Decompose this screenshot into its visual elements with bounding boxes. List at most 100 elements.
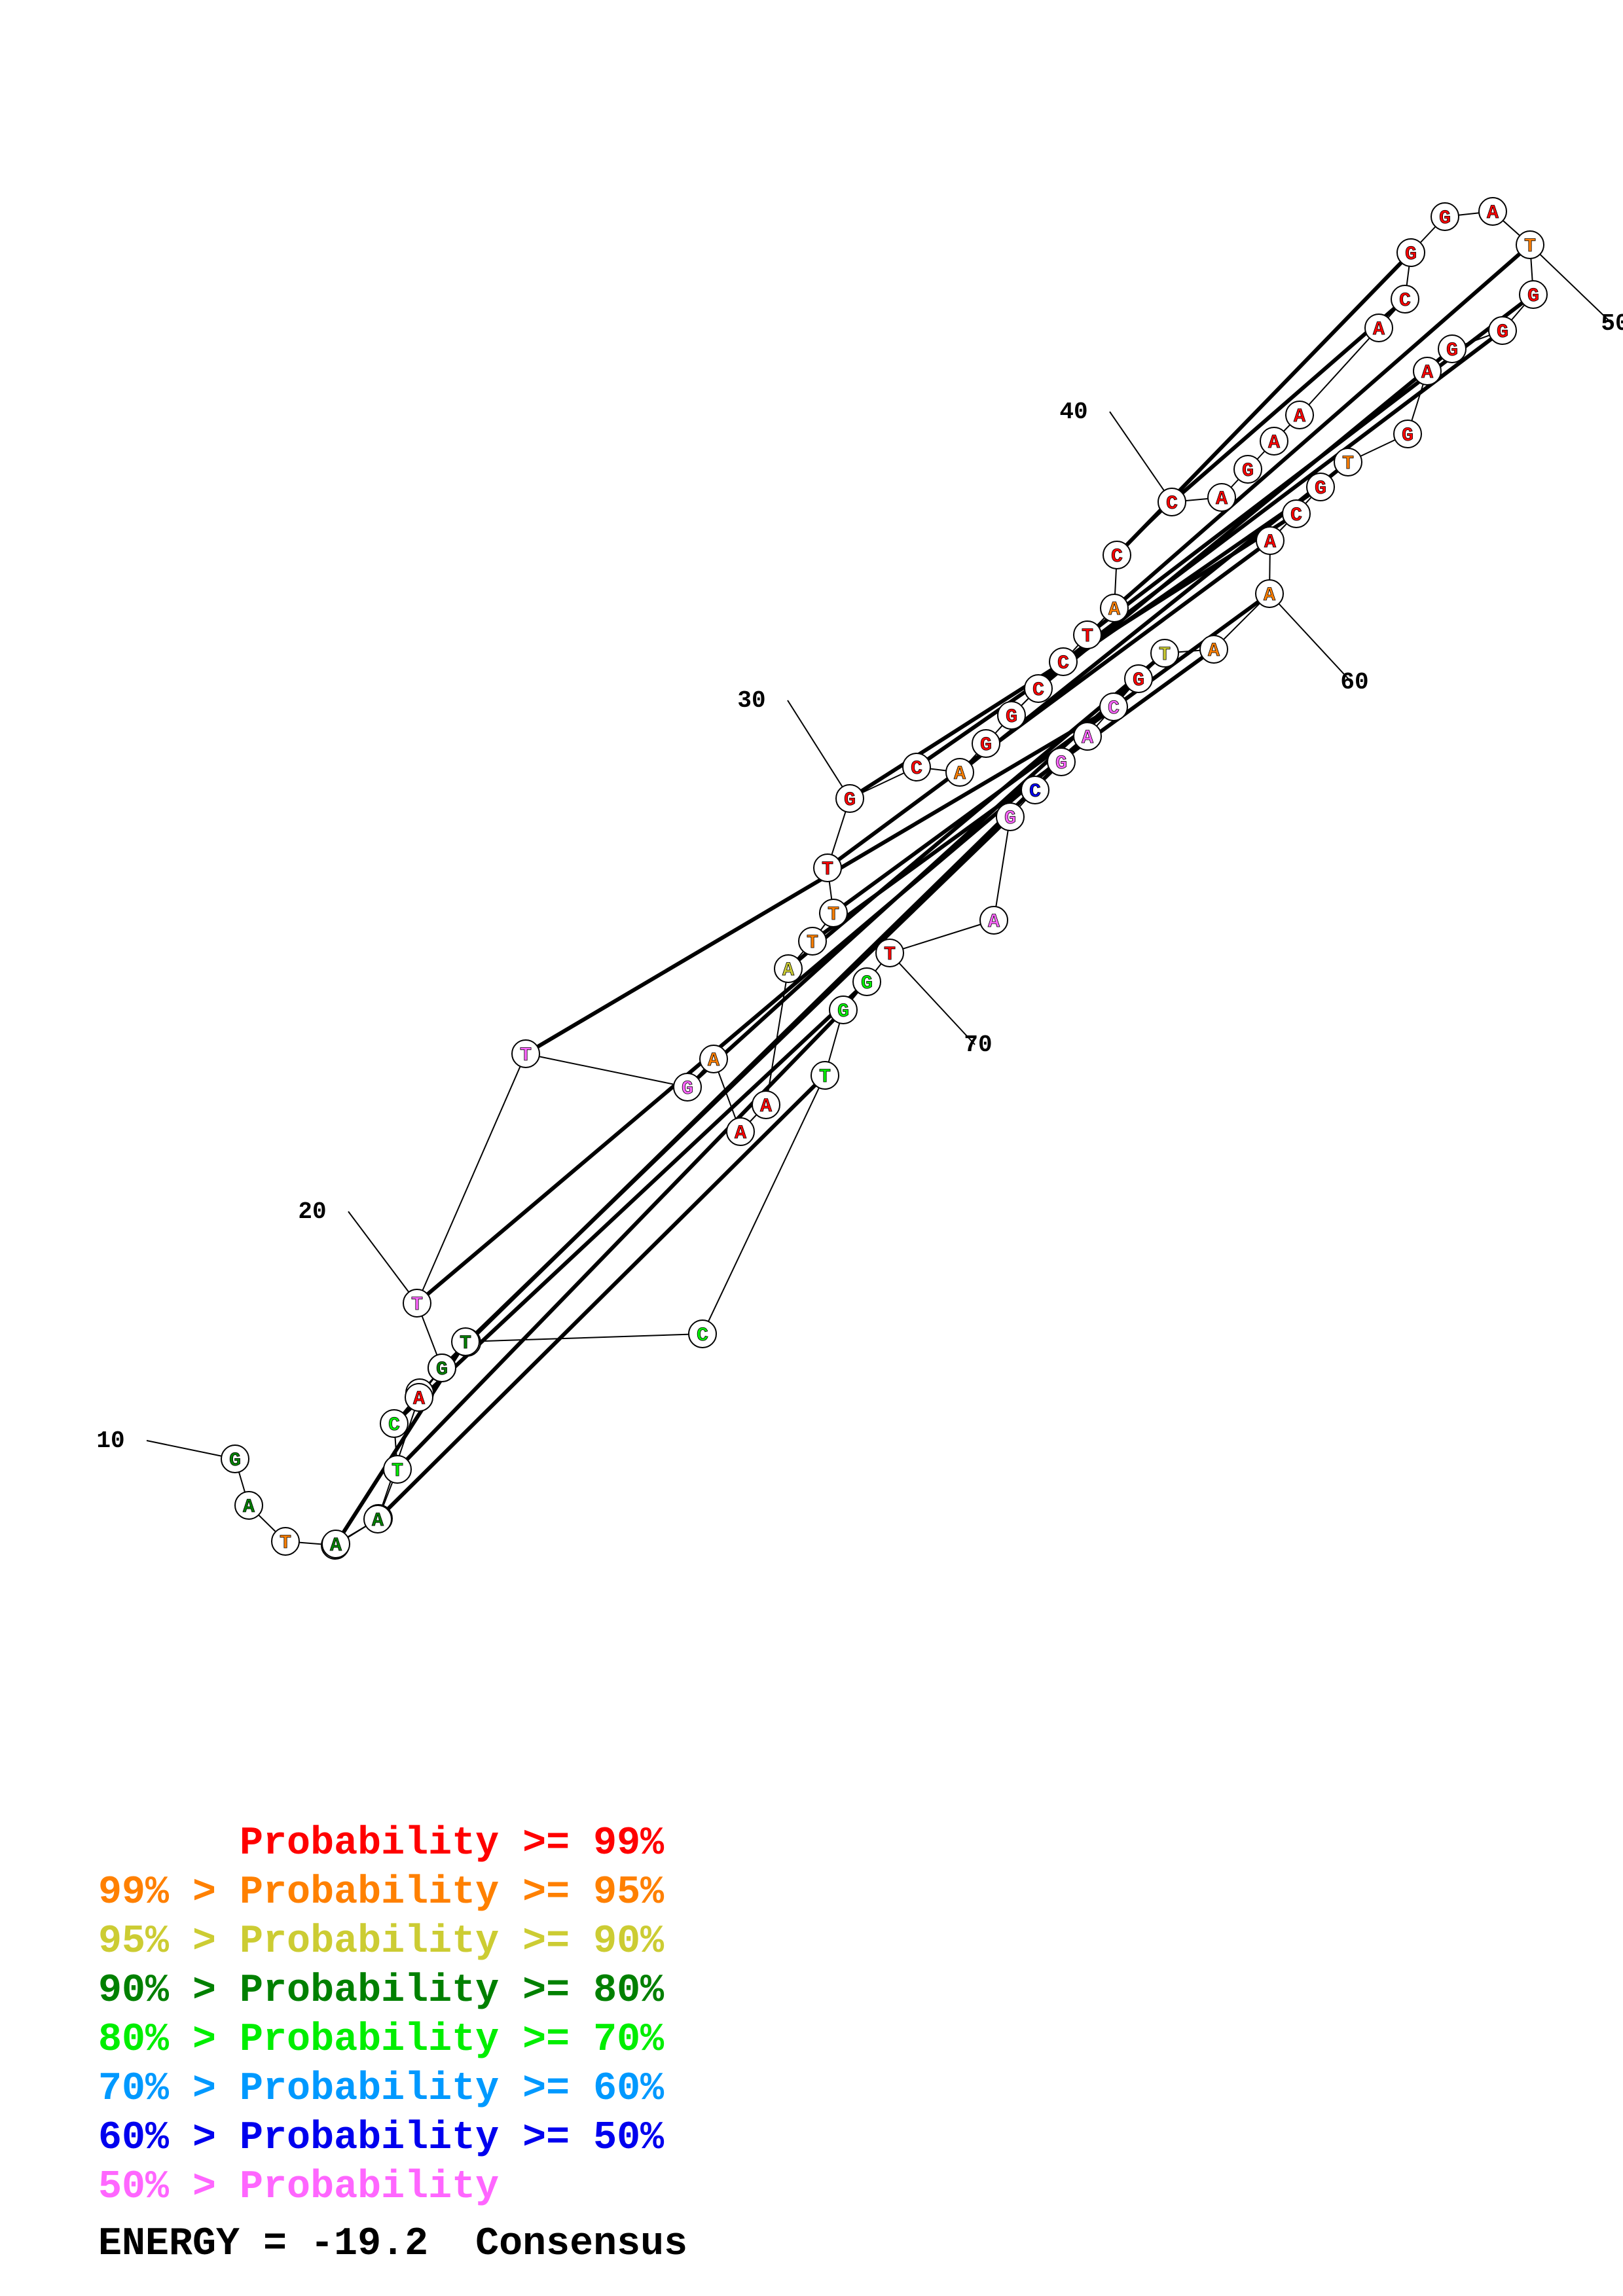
nucleotide-circle <box>1199 635 1228 664</box>
nucleotide-letter: G <box>1055 753 1067 775</box>
position-label-10: 10 <box>96 1427 124 1454</box>
nucleotide-42: G <box>1519 280 1548 309</box>
nucleotide-61: T <box>875 939 904 967</box>
nucleotide-letter: C <box>1029 781 1041 803</box>
nucleotide-letter: C <box>1108 698 1120 720</box>
base-pair-line <box>524 705 1115 1056</box>
nucleotide-20: T <box>813 853 842 882</box>
nucleotide-45: A <box>1413 357 1442 386</box>
legend-row-p70: 80% > Probability >= 70% <box>98 2016 664 2065</box>
nucleotide-circle <box>1073 620 1102 649</box>
nucleotide-57: G <box>1047 747 1076 776</box>
nucleotide-circle <box>234 1491 263 1520</box>
nucleotide-circle <box>1024 674 1053 703</box>
nucleotide-circle <box>688 1319 717 1348</box>
nucleotide-letter: T <box>520 1045 532 1067</box>
nucleotide-35: A <box>1285 401 1314 429</box>
legend-row-p95: 99% > Probability >= 95% <box>98 1869 664 1918</box>
nucleotide-43: G <box>1488 316 1517 345</box>
nucleotide-circle <box>1021 776 1049 804</box>
nucleotide-18: T <box>798 927 827 956</box>
nucleotide-circle <box>852 967 881 996</box>
nucleotide-circle <box>403 1289 431 1318</box>
nucleotide-letter: G <box>1439 207 1451 230</box>
nucleotide-17: A <box>774 954 803 983</box>
legend-prefix: 50% > <box>98 2165 240 2210</box>
legend-row-p80: 90% > Probability >= 80% <box>98 1967 664 2016</box>
nucleotide-66: T <box>451 1327 480 1356</box>
nucleotide-11: T <box>403 1289 431 1318</box>
nucleotide-70: A <box>321 1530 350 1558</box>
nucleotide-letter: C <box>1111 546 1123 568</box>
nucleotide-circle <box>1047 747 1076 776</box>
energy-label: ENERGY = -19.2 Consensus <box>98 2222 688 2267</box>
legend-label: Probability <box>240 2165 500 2210</box>
nucleotide-51: A <box>1255 579 1284 608</box>
nucleotide-letter: A <box>735 1122 746 1145</box>
nucleotide-circle <box>996 802 1025 831</box>
nucleotide-circle <box>1099 692 1128 721</box>
position-tick <box>146 1440 236 1460</box>
position-labels: 10 20 30 40 50 60 70 <box>96 244 1623 1460</box>
nucleotide-circle <box>979 906 1008 935</box>
nucleotide-letter: G <box>1405 243 1417 266</box>
nucleotide-letter: G <box>861 973 873 995</box>
base-pair-line <box>1086 293 1535 637</box>
base-pair-line <box>915 485 1322 769</box>
nucleotide-letter: G <box>1446 340 1458 362</box>
nucleotide-28: T <box>1073 620 1102 649</box>
nucleotide-letter: C <box>388 1414 400 1437</box>
base-pair-line <box>826 539 1271 870</box>
nucleotide-circle <box>1073 722 1102 751</box>
base-pair-line <box>416 734 1089 1305</box>
nucleotide-letter: T <box>1342 453 1354 475</box>
nucleotide-letter: T <box>884 944 896 966</box>
nucleotide-circle <box>1478 197 1507 226</box>
nucleotide-68: A <box>405 1383 433 1412</box>
nucleotide-37: C <box>1391 285 1419 314</box>
nucleotide-circle <box>1334 448 1362 476</box>
nucleotide-48: G <box>1306 473 1335 501</box>
nucleotide-letter: A <box>1421 362 1433 384</box>
backbone-segment <box>889 920 994 954</box>
nucleotide-circle <box>811 1061 839 1090</box>
nucleotide-letter: C <box>697 1325 708 1347</box>
nucleotide-letter: T <box>1159 644 1171 666</box>
nucleotide-letter: G <box>1315 478 1326 500</box>
base-pair-line <box>1037 347 1453 691</box>
nucleotide-circle <box>1100 594 1129 622</box>
nucleotide-62: G <box>852 967 881 996</box>
nucleotide-circle <box>699 1045 728 1073</box>
nucleotide-38: G <box>1396 238 1425 267</box>
base-pair-line <box>376 1073 827 1520</box>
nucleotide-letter: A <box>760 1096 772 1118</box>
base-pair-line <box>440 760 1063 1370</box>
nucleotide-circle <box>1150 639 1179 668</box>
nucleotide-letter: T <box>392 1460 403 1482</box>
legend-prefix: 95% > <box>98 1920 240 1964</box>
legend-label: Probability >= 99% <box>240 1821 665 1866</box>
nucleotide-circle <box>321 1530 350 1558</box>
nucleotide-letter: G <box>837 1001 849 1023</box>
nucleotide-50: A <box>1256 526 1285 555</box>
nucleotide-6: T <box>383 1455 412 1484</box>
legend-row-p50: 60% > Probability >= 50% <box>98 2114 664 2163</box>
nucleotide-52: A <box>1199 635 1228 664</box>
nucleotide-40: A <box>1478 197 1507 226</box>
nucleotide-circle <box>835 784 864 813</box>
nucleotide-33: G <box>1233 455 1262 484</box>
nucleotide-circle <box>1103 541 1131 569</box>
nucleotide-3: T <box>271 1527 300 1556</box>
nucleotide-letter: T <box>280 1532 291 1554</box>
nucleotide-letter: C <box>1057 653 1069 675</box>
nucleotide-circle <box>511 1039 540 1068</box>
nucleotide-31: C <box>1158 488 1186 516</box>
nucleotide-circle <box>271 1527 300 1556</box>
nucleotide-47: T <box>1334 448 1362 476</box>
nucleotide-letter: T <box>828 904 839 926</box>
legend-label: Probability >= 90% <box>240 1920 665 1964</box>
nucleotide-44: G <box>1438 334 1467 363</box>
nucleotide-58: C <box>1021 776 1049 804</box>
nucleotide-letter: T <box>1524 236 1536 258</box>
nucleotide-circle <box>1364 314 1393 342</box>
